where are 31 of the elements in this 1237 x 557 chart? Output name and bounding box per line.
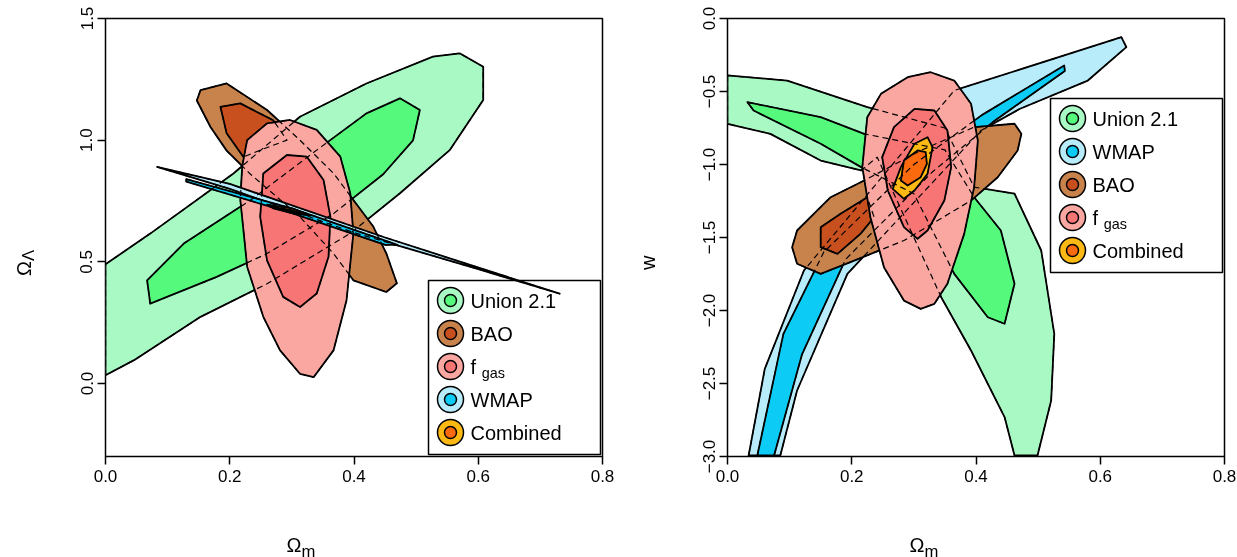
x-axis-title: Ω$_{m}$: [909, 533, 939, 557]
x-tick-label: 0.6: [1088, 466, 1113, 486]
legend-label: Union 2.1: [1092, 107, 1179, 130]
x-tick-label: 0.4: [342, 466, 366, 486]
legend-label: Combined: [1092, 239, 1184, 262]
x-tick-label: 0.8: [1212, 466, 1237, 486]
y-tick-label: 0.5: [77, 250, 97, 274]
y-tick-label: −2.5: [699, 366, 719, 401]
x-tick-label: 0.2: [839, 466, 864, 486]
x-tick-label: 0.0: [715, 466, 740, 486]
x-tick-label: 0.4: [964, 466, 988, 486]
y-tick-label: −1.5: [699, 220, 719, 255]
x-tick-label: 0.8: [590, 466, 615, 486]
x-tick-label: 0.2: [217, 466, 242, 486]
legend-label: WMAP: [470, 388, 533, 411]
y-tick-label: 1.5: [77, 6, 97, 31]
legend-label: Union 2.1: [470, 289, 557, 312]
y-tick-label: 0.0: [699, 6, 719, 31]
legend-label: BAO: [470, 322, 513, 345]
y-axis-title: w: [635, 255, 660, 271]
x-axis-title: Ω$_{m}$: [286, 533, 316, 557]
y-tick-label: 0.0: [77, 371, 97, 396]
y-tick-label: −2.0: [699, 293, 719, 328]
y-tick-label: −1.0: [699, 147, 719, 182]
y-tick-label: 1.0: [77, 128, 97, 152]
legend-label: WMAP: [1092, 140, 1155, 163]
y-tick-label: −0.5: [699, 74, 719, 109]
x-tick-label: 0.0: [93, 466, 118, 486]
x-tick-label: 0.6: [466, 466, 491, 486]
legend-label: BAO: [1092, 173, 1135, 196]
legend-label: Combined: [470, 421, 562, 444]
